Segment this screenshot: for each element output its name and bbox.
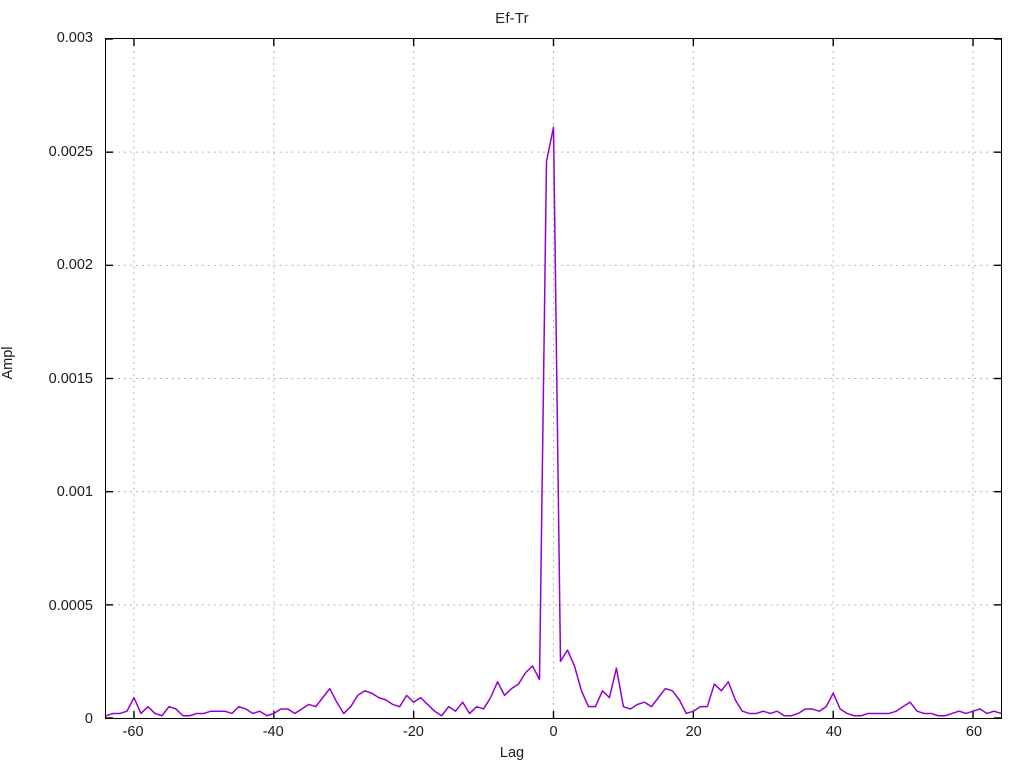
x-tick-label: -40	[262, 724, 284, 740]
y-tick-label: 0.0025	[48, 143, 93, 160]
y-axis-title: Ampl	[0, 346, 16, 380]
x-axis-tick-labels: -60 -40 -20 0 20 40 60	[105, 724, 1002, 748]
x-tick-label: 20	[685, 724, 702, 740]
y-tick-label: 0.003	[56, 30, 93, 46]
y-tick-label: 0.0015	[48, 370, 93, 387]
x-tick-label: -60	[122, 724, 144, 740]
y-tick-label: 0	[84, 711, 93, 727]
y-tick-label: 0.001	[56, 484, 93, 500]
y-axis-tick-labels: 0 0.0005 0.001 0.0015 0.002 0.0025 0.003	[0, 30, 1024, 727]
y-tick-label: 0.0005	[48, 597, 93, 614]
y-tick-label: 0.002	[56, 257, 93, 273]
series-path	[106, 126, 1001, 717]
data-series-line	[106, 126, 1001, 717]
x-tick-label: 40	[825, 724, 842, 740]
chart-title: Ef-Tr	[495, 10, 529, 27]
axis-ticks	[106, 39, 1001, 718]
x-tick-label: 0	[549, 724, 558, 740]
plot-area	[105, 38, 1002, 719]
x-tick-label: 60	[965, 724, 983, 740]
x-tick-label: -20	[402, 724, 424, 740]
x-axis-title: Lag	[499, 745, 525, 761]
